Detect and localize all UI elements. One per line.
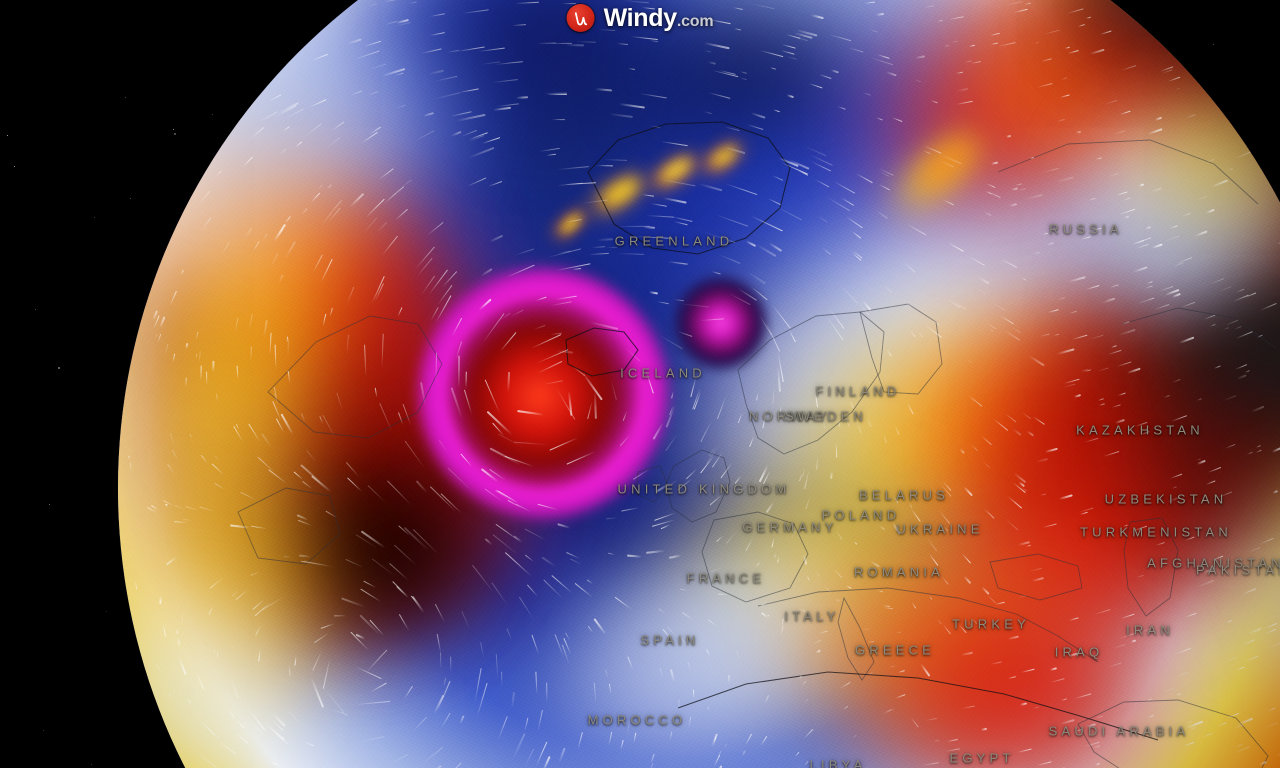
windy-logo[interactable]: Windy .com <box>566 3 714 32</box>
brand-tld: .com <box>676 12 714 30</box>
earth-globe[interactable] <box>118 0 1280 768</box>
windy-logo-icon <box>566 4 595 32</box>
wind-particle-layer <box>118 0 1280 768</box>
brand-name: Windy <box>603 3 678 32</box>
